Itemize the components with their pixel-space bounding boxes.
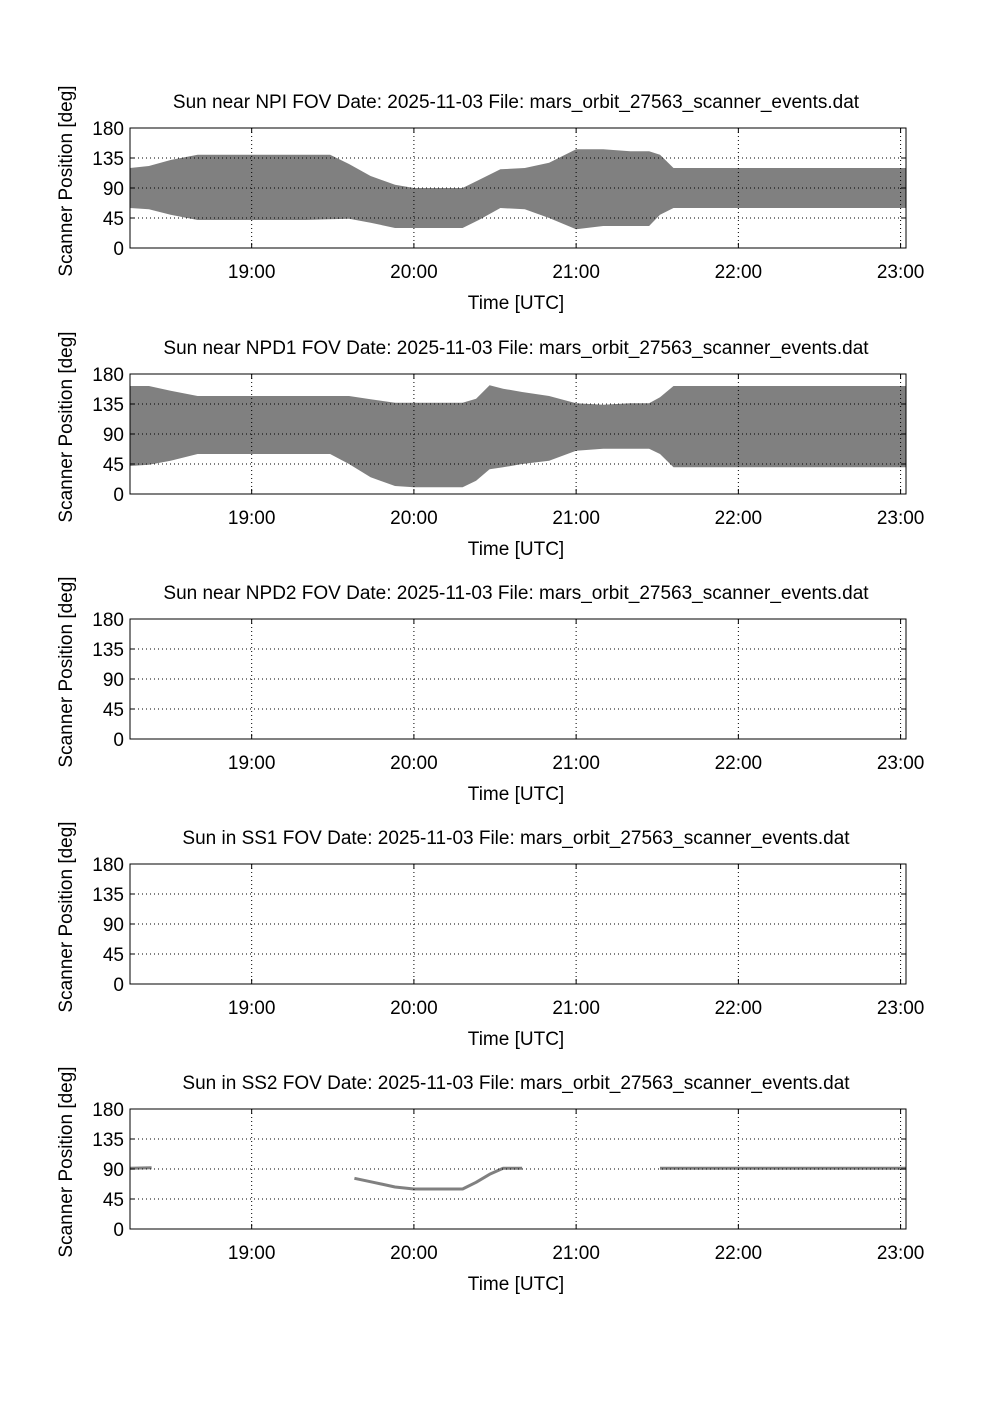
chart-title: Sun in SS2 FOV Date: 2025-11-03 File: ma… <box>182 1073 850 1094</box>
y-tick-label: 90 <box>103 425 124 446</box>
x-tick-label: 23:00 <box>877 1243 925 1264</box>
x-tick-label: 22:00 <box>715 1243 763 1264</box>
x-tick-label: 23:00 <box>877 753 925 774</box>
chart-panel-3: 19:00 20:00 21:00 22:00 23:00 0 45 90 135 180 Sun … <box>56 576 924 805</box>
x-tick-label: 23:00 <box>877 508 925 529</box>
chart-title: Sun near NPD1 FOV Date: 2025-11-03 File:… <box>163 338 869 359</box>
scanner-position-line-1 <box>129 1166 152 1170</box>
x-axis-label: Time [UTC] <box>468 784 564 805</box>
x-tick-label: 20:00 <box>390 508 438 529</box>
fov-band-area <box>130 149 906 230</box>
y-axis-label: Scanner Position [deg] <box>56 1066 77 1257</box>
y-tick-label: 135 <box>92 885 124 906</box>
chart-panel-5: 19:00 20:00 21:00 22:00 23:00 0 45 90 135 180 Sun … <box>56 1066 924 1295</box>
chart-title: Sun in SS1 FOV Date: 2025-11-03 File: ma… <box>182 828 850 849</box>
y-tick-label: 45 <box>103 455 124 476</box>
y-tick-label: 90 <box>103 1160 124 1181</box>
y-tick-label: 45 <box>103 1190 124 1211</box>
fov-band-area <box>130 385 906 488</box>
chart-title: Sun near NPI FOV Date: 2025-11-03 File: … <box>173 92 860 113</box>
x-tick-label: 22:00 <box>715 998 763 1019</box>
x-tick-label: 21:00 <box>552 508 600 529</box>
y-axis-label: Scanner Position [deg] <box>56 331 77 522</box>
y-tick-label: 45 <box>103 209 124 230</box>
x-tick-label: 21:00 <box>552 998 600 1019</box>
y-tick-label: 90 <box>103 179 124 200</box>
x-tick-label: 21:00 <box>552 262 600 283</box>
y-tick-label: 0 <box>113 485 124 506</box>
y-axis-label: Scanner Position [deg] <box>56 576 77 767</box>
x-axis-label: Time [UTC] <box>468 293 564 314</box>
y-tick-label: 135 <box>92 395 124 416</box>
y-tick-label: 135 <box>92 640 124 661</box>
x-tick-label: 19:00 <box>228 508 276 529</box>
y-tick-label: 135 <box>92 1130 124 1151</box>
chart-panel-1: 19:00 20:00 21:00 22:00 23:00 0 45 90 135 180 Sun … <box>56 85 924 314</box>
y-tick-label: 90 <box>103 670 124 691</box>
x-tick-label: 21:00 <box>552 1243 600 1264</box>
y-tick-label: 180 <box>92 119 124 140</box>
x-tick-label: 23:00 <box>877 998 925 1019</box>
x-tick-label: 22:00 <box>715 262 763 283</box>
x-axis-label: Time [UTC] <box>468 1274 564 1295</box>
x-tick-label: 22:00 <box>715 508 763 529</box>
x-tick-label: 19:00 <box>228 262 276 283</box>
x-tick-label: 21:00 <box>552 753 600 774</box>
y-tick-label: 180 <box>92 610 124 631</box>
x-tick-label: 20:00 <box>390 753 438 774</box>
y-axis-label: Scanner Position [deg] <box>56 821 77 1012</box>
x-tick-label: 19:00 <box>228 753 276 774</box>
chart-title: Sun near NPD2 FOV Date: 2025-11-03 File:… <box>163 583 869 604</box>
y-tick-label: 0 <box>113 975 124 996</box>
chart-panel-4: 19:00 20:00 21:00 22:00 23:00 0 45 90 135 180 Sun … <box>56 821 924 1050</box>
x-axis-label: Time [UTC] <box>468 1029 564 1050</box>
x-tick-label: 20:00 <box>390 998 438 1019</box>
y-tick-label: 0 <box>113 239 124 260</box>
x-tick-label: 23:00 <box>877 262 925 283</box>
scanner-position-line-2 <box>354 1166 523 1191</box>
y-tick-label: 0 <box>113 730 124 751</box>
y-axis-label: Scanner Position [deg] <box>56 85 77 276</box>
y-tick-label: 90 <box>103 915 124 936</box>
y-tick-label: 135 <box>92 149 124 170</box>
x-tick-label: 22:00 <box>715 753 763 774</box>
x-tick-label: 19:00 <box>228 998 276 1019</box>
y-tick-label: 45 <box>103 945 124 966</box>
chart-panel-2: 19:00 20:00 21:00 22:00 23:00 0 45 90 135 180 Sun … <box>56 331 924 560</box>
y-tick-label: 180 <box>92 855 124 876</box>
x-tick-label: 20:00 <box>390 1243 438 1264</box>
y-tick-label: 180 <box>92 1100 124 1121</box>
x-tick-label: 20:00 <box>390 262 438 283</box>
y-tick-label: 180 <box>92 365 124 386</box>
y-tick-label: 0 <box>113 1220 124 1241</box>
x-tick-label: 19:00 <box>228 1243 276 1264</box>
x-axis-label: Time [UTC] <box>468 539 564 560</box>
y-tick-label: 45 <box>103 700 124 721</box>
